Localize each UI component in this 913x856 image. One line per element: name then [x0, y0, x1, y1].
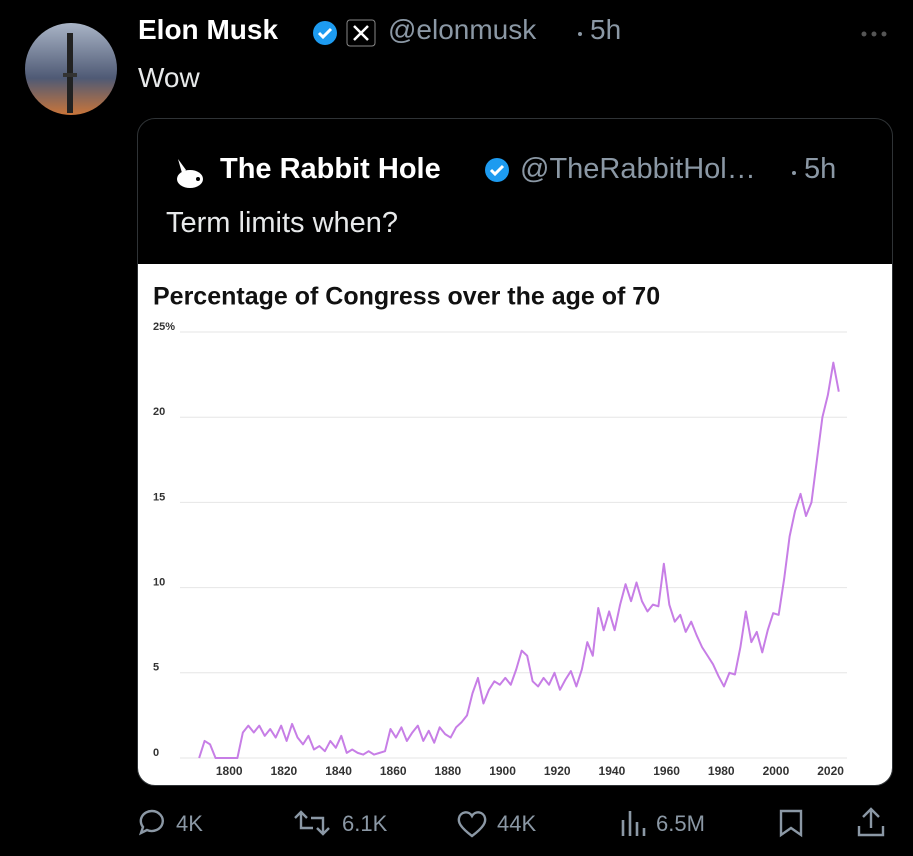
- quote-avatar: [177, 159, 203, 188]
- bookmark-icon[interactable]: [778, 808, 804, 838]
- y-tick-label: 10: [153, 577, 165, 589]
- x-tick-label: 1960: [653, 764, 680, 778]
- quote-handle: @TheRabbitHol…: [520, 153, 756, 185]
- reply-count[interactable]: 4K: [176, 811, 203, 836]
- more-menu[interactable]: [860, 30, 890, 38]
- like-count[interactable]: 44K: [497, 811, 537, 836]
- like-icon[interactable]: [456, 810, 488, 838]
- x-tick-label: 1840: [325, 764, 352, 778]
- repost-count[interactable]: 6.1K: [342, 811, 388, 836]
- share-icon[interactable]: [856, 806, 886, 838]
- author-handle[interactable]: @elonmusk: [388, 14, 537, 45]
- x-tick-label: 1880: [435, 764, 462, 778]
- y-tick-label: 15: [153, 491, 165, 503]
- x-tick-label: 1920: [544, 764, 571, 778]
- verified-badge: [485, 158, 509, 182]
- author-name[interactable]: Elon Musk: [138, 14, 279, 45]
- y-tick-label: 25%: [153, 321, 175, 333]
- quote-time: 5h: [804, 153, 837, 185]
- avatar[interactable]: [25, 23, 117, 115]
- views-count[interactable]: 6.5M: [656, 811, 705, 836]
- post-time[interactable]: 5h: [590, 14, 622, 45]
- data-line: [198, 361, 840, 759]
- separator: [578, 32, 582, 36]
- quote-card[interactable]: The Rabbit Hole @TheRabbitHol… 5h Term l…: [137, 118, 893, 786]
- y-tick-label: 5: [153, 662, 159, 674]
- x-tick-label: 1900: [489, 764, 516, 778]
- x-tick-label: 1940: [599, 764, 626, 778]
- y-tick-label: 0: [153, 747, 159, 759]
- post-text: Wow: [138, 62, 200, 93]
- x-tick-label: 2000: [763, 764, 790, 778]
- x-tick-label: 1820: [271, 764, 298, 778]
- chart-title: Percentage of Congress over the age of 7…: [153, 283, 660, 311]
- quote-text: Term limits when?: [166, 207, 399, 239]
- y-tick-label: 20: [153, 406, 165, 418]
- x-tick-label: 1860: [380, 764, 407, 778]
- separator: [792, 171, 796, 175]
- repost-icon[interactable]: [292, 810, 332, 836]
- x-tick-label: 1980: [708, 764, 735, 778]
- reply-icon[interactable]: [138, 808, 166, 836]
- quote-author: The Rabbit Hole: [220, 153, 441, 185]
- x-tick-label: 2020: [817, 764, 844, 778]
- views-icon[interactable]: [620, 808, 648, 838]
- x-tick-label: 1800: [216, 764, 243, 778]
- affiliate-badge: [346, 19, 376, 47]
- chart: Percentage of Congress over the age of 7…: [138, 264, 892, 785]
- verified-badge: [313, 21, 337, 45]
